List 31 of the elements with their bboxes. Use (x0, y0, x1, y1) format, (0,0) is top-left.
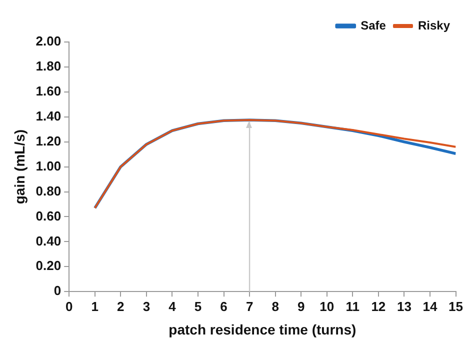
x-axis-title: patch residence time (turns) (168, 321, 356, 338)
x-tick-label: 12 (371, 298, 386, 314)
x-tick-label: 2 (117, 298, 124, 314)
y-tick-label: 0 (54, 283, 62, 298)
x-tick-label: 1 (91, 298, 98, 314)
x-tick-label: 4 (168, 298, 177, 314)
y-tick-label: 0.80 (36, 183, 62, 198)
y-tick-label: 1.20 (36, 133, 62, 148)
x-tick-label: 3 (142, 298, 150, 314)
y-tick-label: 1.60 (36, 84, 62, 98)
y-axis-title: gain (mL/s) (11, 129, 28, 204)
legend-label: Risky (418, 18, 450, 32)
y-tick-label: 1.40 (36, 108, 62, 124)
x-tick-label: 6 (220, 298, 228, 314)
x-tick-label: 9 (297, 298, 305, 314)
x-tick-label: 13 (396, 298, 412, 314)
legend-label: Safe (360, 18, 386, 32)
x-tick-label: 0 (65, 298, 73, 314)
x-tick-label: 5 (194, 298, 202, 314)
y-tick-label: 0.40 (36, 233, 62, 248)
y-tick-label: 0.60 (36, 208, 62, 224)
y-tick-label: 1.00 (36, 158, 62, 174)
y-tick-label: 1.80 (36, 58, 62, 74)
x-tick-label: 8 (272, 298, 279, 314)
x-tick-label: 14 (422, 298, 438, 314)
y-tick-label: 2.00 (36, 34, 62, 49)
x-tick-label: 15 (448, 298, 464, 314)
x-tick-label: 10 (320, 298, 334, 314)
x-tick-label: 11 (346, 298, 360, 314)
y-tick-label: 0.20 (36, 258, 62, 274)
x-tick-label: 7 (246, 298, 254, 314)
